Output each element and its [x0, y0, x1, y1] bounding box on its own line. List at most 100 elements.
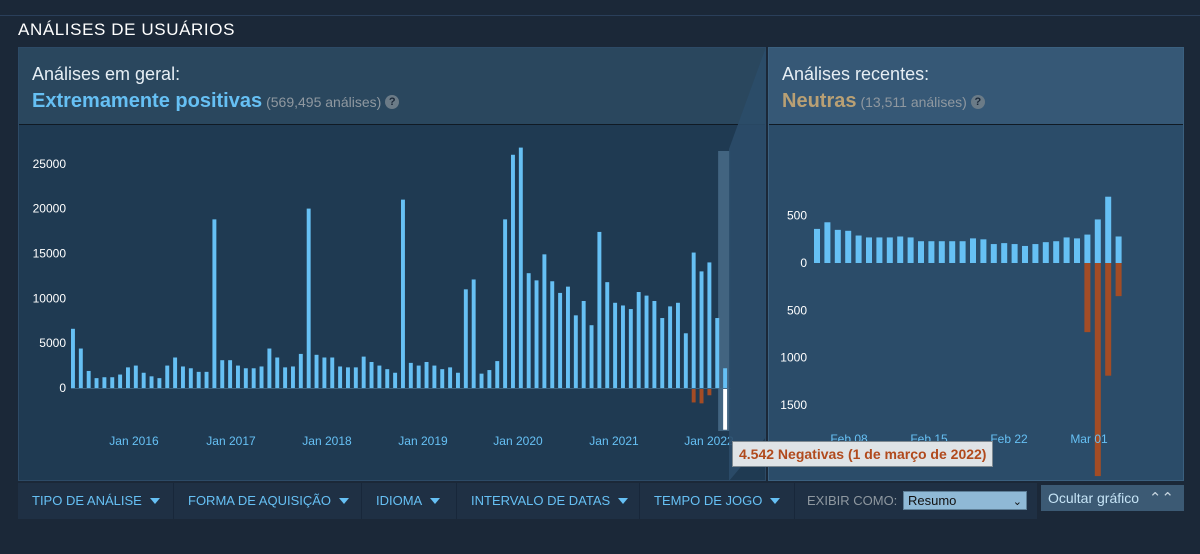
positive-bar: [110, 377, 115, 388]
x-tick-label: Jan 2019: [398, 434, 448, 448]
positive-bar: [990, 244, 997, 263]
positive-bar: [1011, 244, 1018, 263]
help-icon[interactable]: ?: [970, 95, 985, 109]
positive-bar: [471, 279, 476, 388]
display-as-label: EXIBIR COMO:: [807, 493, 898, 508]
positive-bar: [683, 333, 688, 388]
positive-bar: [938, 241, 945, 263]
y-tick-label: 500: [787, 303, 807, 317]
positive-bar: [463, 289, 468, 388]
overall-header: Análises em geral: Extremamente positiva…: [19, 48, 765, 124]
caret-down-icon: [770, 498, 781, 504]
positive-bar: [346, 367, 350, 388]
positive-bar: [511, 154, 515, 388]
filter-label: IDIOMA: [376, 493, 423, 508]
positive-bar: [907, 237, 914, 263]
y-tick-label: 0: [59, 381, 66, 395]
positive-bar: [644, 295, 649, 388]
positive-bar: [212, 219, 217, 388]
negative-bar: [691, 389, 696, 403]
positive-bar: [204, 371, 209, 388]
positive-bar: [149, 376, 154, 388]
negative-bar: [1115, 263, 1122, 297]
filter-review-type[interactable]: TIPO DE ANÁLISE: [18, 483, 173, 519]
positive-bar: [157, 378, 162, 388]
positive-bar: [1032, 244, 1039, 263]
positive-bar: [94, 378, 99, 388]
x-tick-label: Jan 2021: [589, 434, 639, 448]
overall-chart[interactable]: 25000 20000 15000 10000 5000 0 Jan 2016 Jan 201…: [19, 125, 765, 480]
x-tick-label: Jan 2016: [109, 434, 159, 448]
hide-graph-button[interactable]: Ocultar gráfico ⌃⌃: [1041, 485, 1184, 511]
positive-bar: [78, 348, 83, 388]
y-tick-label: 1500: [780, 398, 807, 412]
positive-bar: [275, 357, 280, 388]
positive-bar: [353, 367, 358, 388]
positive-bar: [495, 361, 500, 388]
negative-bar: [1105, 263, 1112, 376]
positive-bar: [330, 357, 335, 388]
positive-bar: [676, 302, 680, 388]
positive-bar: [558, 292, 563, 388]
positive-bar: [526, 273, 531, 388]
positive-bar: [589, 325, 594, 388]
y-tick-label: 20000: [33, 202, 67, 216]
positive-bar: [628, 309, 633, 388]
filter-playtime[interactable]: TEMPO DE JOGO: [640, 483, 794, 519]
overall-rating[interactable]: Extremamente positivas: [32, 90, 263, 112]
display-as-select[interactable]: Resumo ⌄: [903, 491, 1027, 510]
positive-bar: [1105, 196, 1112, 263]
positive-bar: [220, 360, 225, 388]
double-chevron-up-icon: ⌃⌃: [1148, 490, 1174, 507]
positive-bar: [855, 235, 862, 263]
positive-bar: [236, 365, 240, 388]
positive-bar: [652, 300, 657, 388]
positive-bar: [845, 230, 852, 263]
y-tick-label: 25000: [33, 157, 67, 171]
filter-label: INTERVALO DE DATAS: [471, 493, 611, 508]
recent-rating[interactable]: Neutras: [782, 90, 857, 112]
caret-down-icon: [618, 498, 629, 504]
positive-bar: [456, 372, 460, 388]
positive-bar: [699, 271, 704, 388]
positive-bar: [959, 241, 966, 263]
positive-bar: [173, 357, 178, 388]
positive-bar: [918, 241, 924, 263]
toolbar-separator: [361, 483, 362, 519]
positive-bar: [393, 372, 398, 388]
positive-bar: [980, 239, 987, 263]
toolbar-separator: [639, 483, 640, 519]
positive-bar: [377, 365, 382, 388]
positive-bar: [814, 228, 820, 263]
filter-label: FORMA DE AQUISIÇÃO: [188, 493, 332, 508]
positive-bar: [1074, 238, 1080, 263]
filter-toolbar: TIPO DE ANÁLISE FORMA DE AQUISIÇÃO IDIOM…: [18, 483, 1184, 519]
positive-bar: [636, 292, 641, 388]
help-icon[interactable]: ?: [385, 95, 400, 109]
filter-language[interactable]: IDIOMA: [362, 483, 456, 519]
x-tick-label: Jan 2017: [206, 434, 256, 448]
negative-bar: [1094, 263, 1101, 477]
positive-bar: [440, 369, 445, 388]
positive-bar: [723, 368, 728, 388]
filter-date-range[interactable]: INTERVALO DE DATAS: [457, 483, 639, 519]
positive-bar: [283, 367, 288, 388]
positive-bar: [196, 371, 201, 388]
positive-bar: [432, 365, 437, 388]
positive-bar: [424, 361, 429, 388]
recent-count: (13,511 análises): [860, 94, 967, 110]
positive-bar: [949, 241, 956, 263]
caret-down-icon: [339, 498, 350, 504]
positive-bar: [1042, 242, 1049, 263]
positive-bar: [133, 365, 138, 388]
positive-bar: [824, 222, 831, 263]
overall-rating-line: Extremamente positivas (569,495 análises)…: [32, 90, 400, 113]
caret-down-icon: [430, 498, 441, 504]
negative-bar: [1084, 263, 1091, 333]
positive-bar: [306, 208, 311, 388]
positive-bar: [1094, 219, 1101, 263]
filter-purchase-type[interactable]: FORMA DE AQUISIÇÃO: [174, 483, 361, 519]
positive-bar: [479, 373, 484, 388]
display-as-value: Resumo: [908, 493, 957, 508]
